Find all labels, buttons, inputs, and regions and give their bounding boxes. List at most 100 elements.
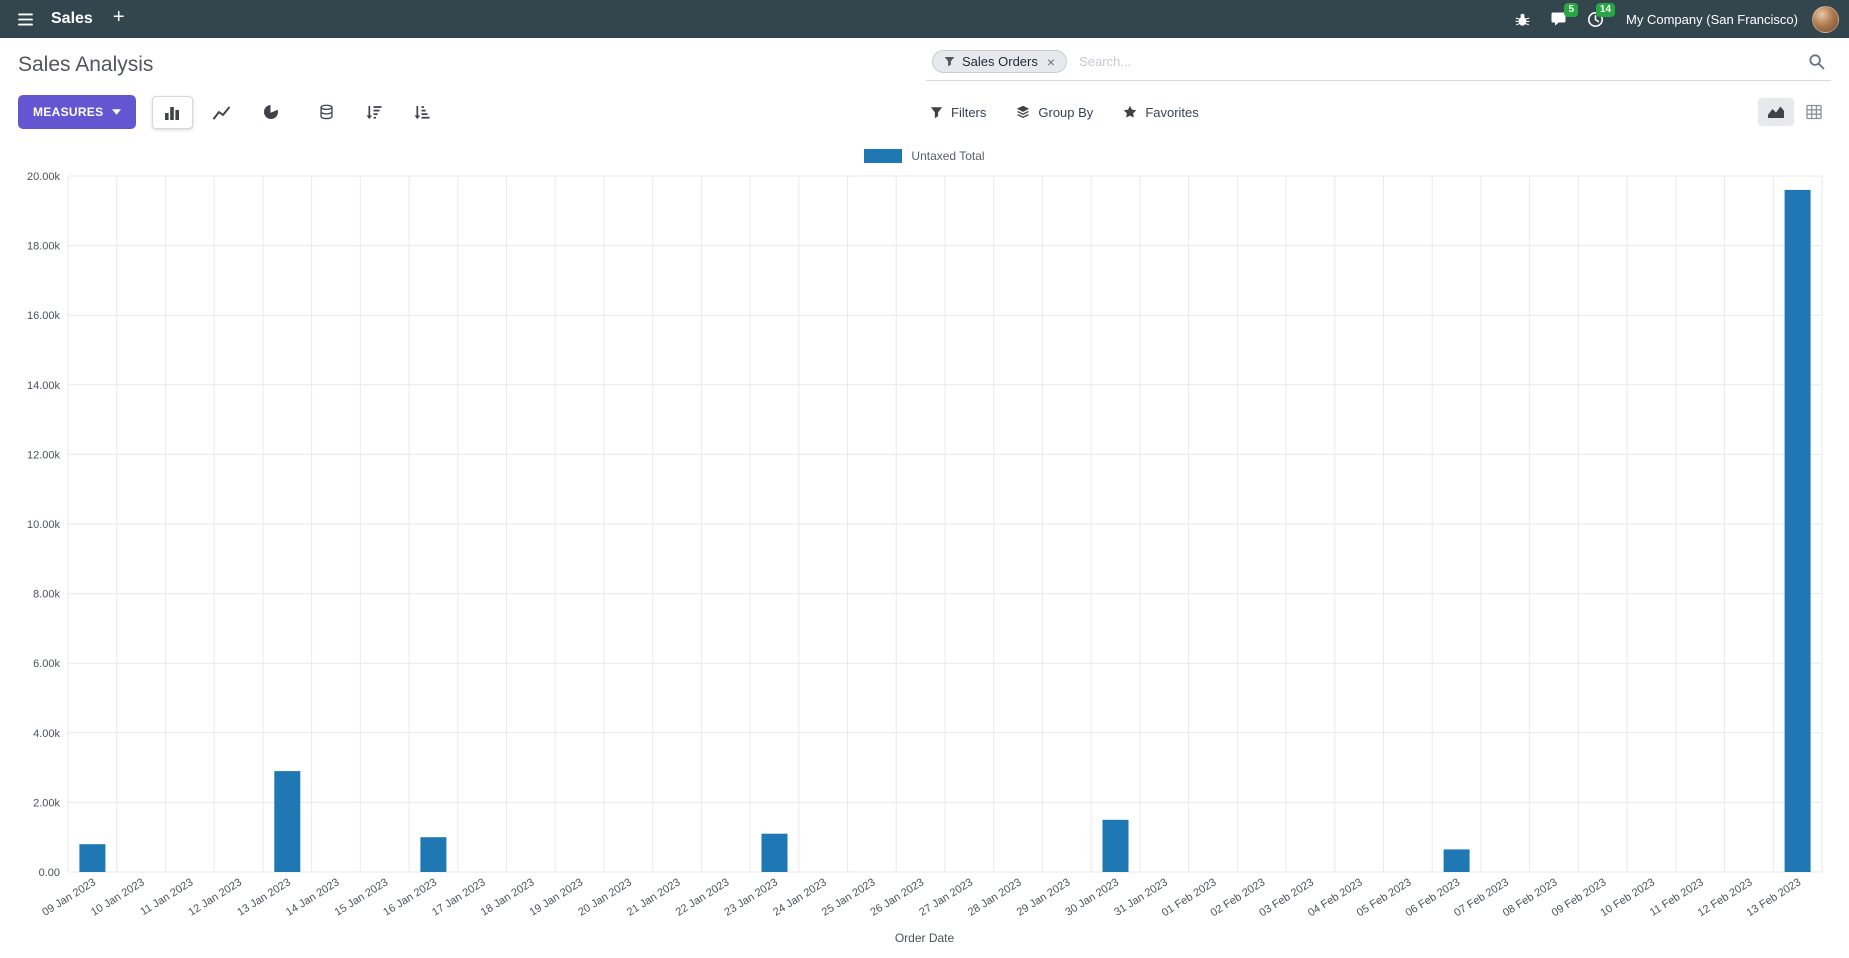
filter-icon [944,57,955,67]
chart-bar[interactable] [761,833,788,872]
chart-bar[interactable] [79,844,106,872]
bug-icon [1515,13,1530,26]
hamburger-icon [18,12,33,26]
top-navbar: Sales + 5 14 My Company (San Francisco) [0,0,1849,38]
y-tick-label: 18.00k [27,241,61,253]
sort-ascending-button[interactable] [402,96,442,129]
y-tick-label: 10.00k [27,519,61,531]
x-tick-label: 14 Jan 2023 [284,876,342,918]
group-by-button[interactable]: Group By [1016,99,1093,126]
x-tick-label: 12 Jan 2023 [186,876,244,918]
user-avatar[interactable] [1812,5,1839,33]
layers-icon [1017,105,1030,119]
x-tick-label: 08 Feb 2023 [1501,876,1560,919]
app-name[interactable]: Sales [51,10,93,27]
group-by-label: Group By [1038,104,1094,120]
y-tick-label: 12.00k [27,449,61,461]
database-icon [320,104,334,120]
pie-chart-icon [264,104,279,119]
graph-view: Untaxed Total 0.00 2.00k 4.00k 6.00k 8.00k 10… [0,141,1849,949]
search-icon[interactable] [1808,53,1825,70]
x-tick-label: 11 Jan 2023 [138,876,195,918]
y-tick-label: 8.00k [33,589,60,601]
sort-ascending-icon [414,105,430,119]
pie-chart-button[interactable] [251,95,291,129]
filters-label: Filters [951,104,987,120]
y-tick-label: 0.00 [39,867,60,879]
sort-descending-icon [366,105,382,119]
messages-badge: 5 [1564,3,1579,17]
clock-icon [1588,11,1604,27]
search-facet-label: Sales Orders [962,54,1038,69]
search-options: Filters Group By Favorites [926,98,1831,126]
x-tick-label: 21 Jan 2023 [625,876,683,918]
y-tick-label: 20.00k [27,171,61,183]
favorites-button[interactable]: Favorites [1123,99,1199,126]
area-chart-icon [1768,106,1784,118]
chart-legend[interactable]: Untaxed Total [16,141,1833,171]
company-switcher[interactable]: My Company (San Francisco) [1626,11,1798,27]
star-icon [1124,105,1137,118]
y-tick-label: 16.00k [27,310,61,322]
x-tick-label: 23 Jan 2023 [722,876,780,918]
x-tick-label: 09 Jan 2023 [40,876,98,918]
search-facet[interactable]: Sales Orders × [932,50,1068,73]
measures-label: MEASURES [33,105,104,119]
debug-button[interactable] [1507,6,1538,33]
pivot-grid-icon [1806,104,1822,120]
graph-toolbar: MEASURES [18,95,902,129]
search-input[interactable] [1077,53,1798,70]
sort-descending-button[interactable] [354,96,394,129]
favorites-label: Favorites [1145,104,1199,120]
chart-bar[interactable] [420,837,447,872]
x-tick-label: 16 Jan 2023 [381,876,439,918]
line-chart-button[interactable] [201,96,243,129]
x-tick-label: 20 Jan 2023 [576,876,634,918]
graph-view-button[interactable] [1758,98,1794,126]
x-tick-label: 22 Jan 2023 [674,876,732,918]
x-tick-label: 28 Jan 2023 [966,876,1024,918]
messages-button[interactable]: 5 [1542,3,1579,33]
search-bar[interactable]: Sales Orders × [926,48,1831,81]
page-title: Sales Analysis [18,52,154,76]
chart-bar[interactable] [274,771,301,872]
apps-menu-button[interactable] [10,7,41,32]
x-tick-label: 25 Jan 2023 [820,876,878,918]
y-tick-label: 4.00k [33,728,60,740]
new-record-button[interactable]: + [103,5,135,33]
x-tick-label: 18 Jan 2023 [479,876,537,918]
pivot-view-button[interactable] [1797,98,1831,126]
x-tick-label: 04 Feb 2023 [1306,876,1365,919]
chart-bar[interactable] [1443,849,1470,872]
control-panel: Sales Analysis Sales Orders × MEASURES [0,38,1849,141]
bar-chart: 0.00 2.00k 4.00k 6.00k 8.00k 10.00k 12.00k 14.0… [27,171,1823,919]
legend-swatch [864,149,903,163]
y-tick-label: 2.00k [33,797,60,809]
chart-bar[interactable] [1784,189,1811,872]
y-tick-label: 6.00k [33,658,60,670]
legend-label: Untaxed Total [911,149,985,163]
facet-remove-icon[interactable]: × [1046,53,1056,70]
bar-chart-icon [165,106,180,120]
activities-button[interactable]: 14 [1579,2,1616,34]
x-tick-label: 13 Jan 2023 [235,876,293,918]
x-tick-label: 24 Jan 2023 [771,876,829,918]
filters-button[interactable]: Filters [930,99,986,126]
systray: 5 14 My Company (San Francisco) [1507,2,1839,34]
x-tick-label: 29 Jan 2023 [1015,876,1073,918]
filter-icon [930,106,943,118]
x-tick-label: 19 Jan 2023 [527,876,585,918]
x-tick-label: 26 Jan 2023 [868,876,926,918]
bar-chart-button[interactable] [152,95,194,129]
measures-button[interactable]: MEASURES [18,95,137,129]
activities-badge: 14 [1595,2,1616,17]
x-tick-label: 13 Feb 2023 [1744,876,1803,919]
chart-bar[interactable] [1102,819,1129,872]
x-tick-label: 10 Feb 2023 [1598,876,1657,919]
line-chart-icon [213,106,231,119]
chat-icon [1551,12,1566,26]
x-tick-label: 30 Jan 2023 [1063,876,1121,918]
stacked-toggle-button[interactable] [307,95,346,129]
x-tick-label: 10 Jan 2023 [89,876,147,918]
x-tick-label: 15 Jan 2023 [333,876,391,918]
